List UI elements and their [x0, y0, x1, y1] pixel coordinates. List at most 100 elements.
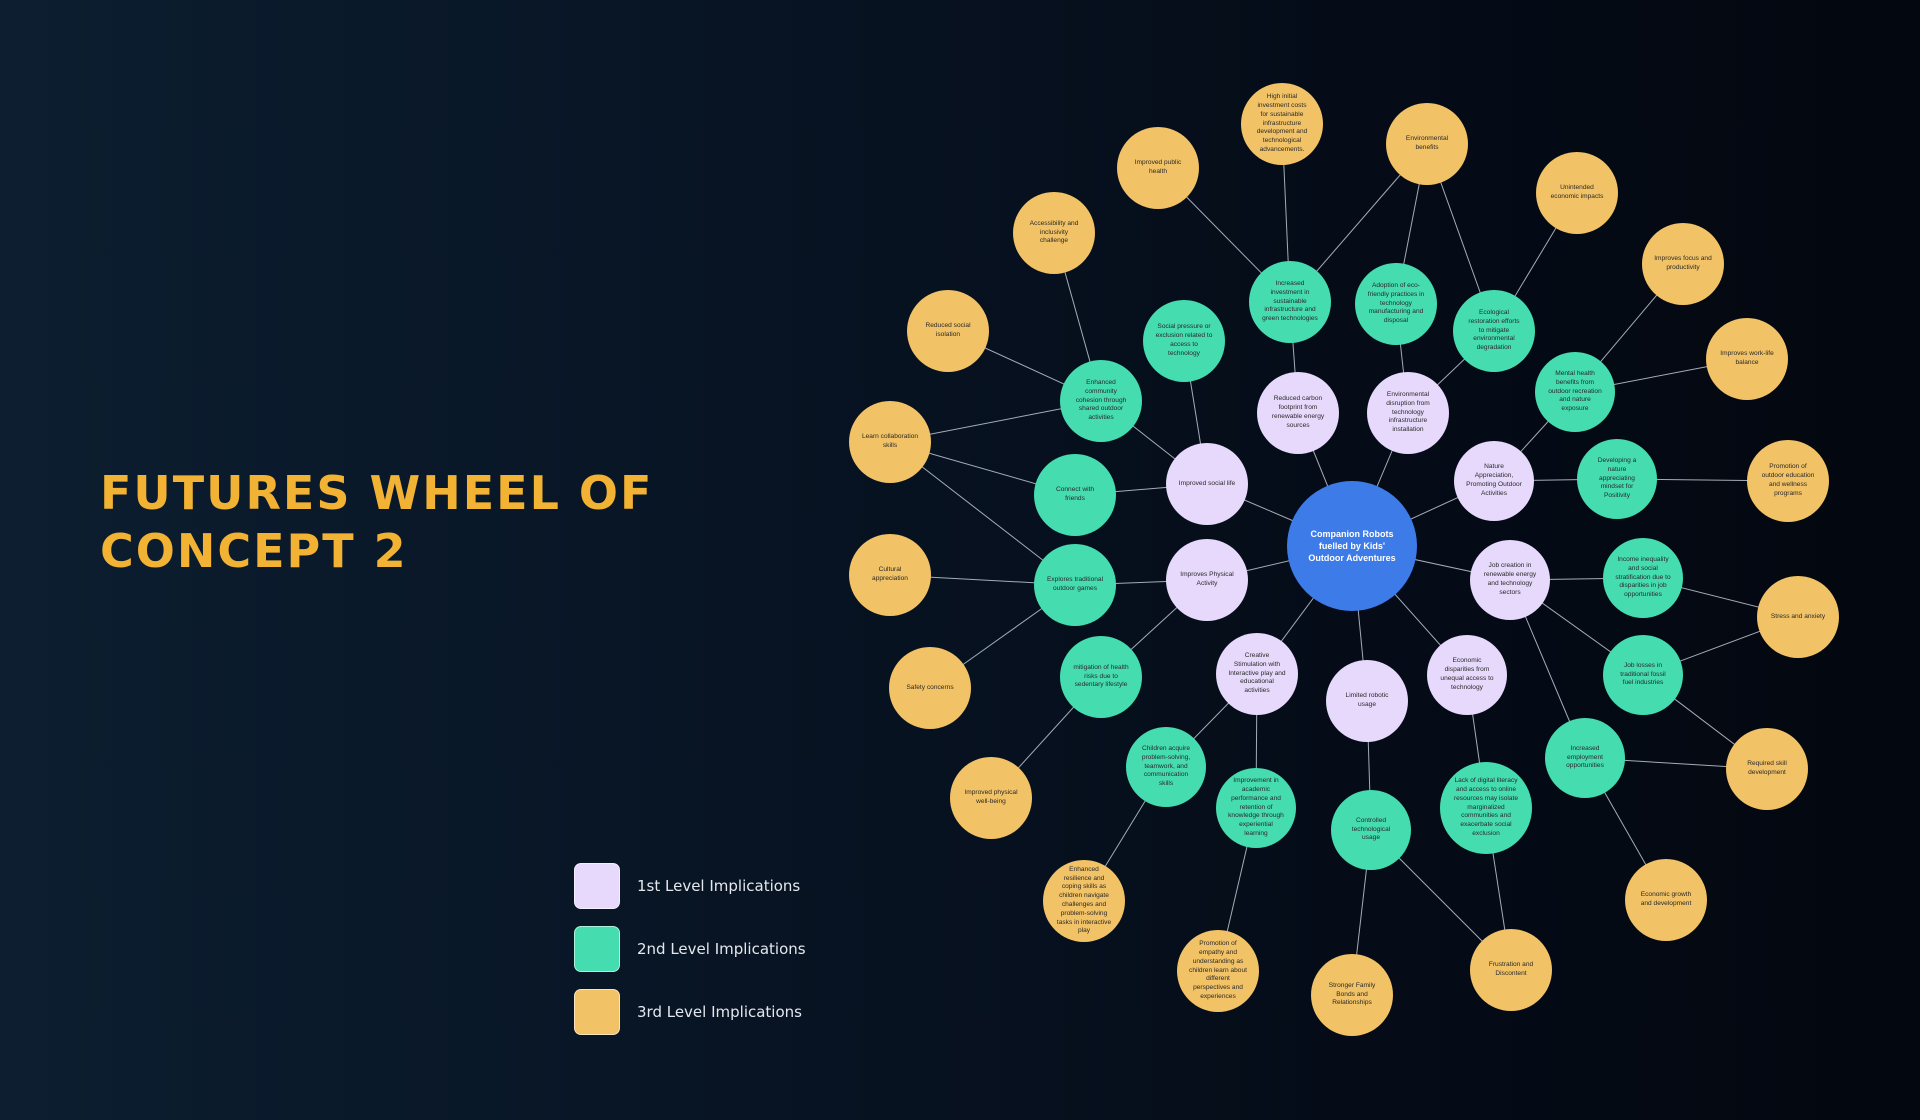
level-3-node-t15: Safety concerns — [889, 647, 971, 729]
node-label: Job losses in traditional fossil fuel in… — [1620, 661, 1666, 687]
level-2-node-s9: Lack of digital literacy and access to o… — [1440, 762, 1532, 854]
node-label: Stress and anxiety — [1770, 612, 1826, 620]
level-3-node-t4: Improves focus and productivity — [1642, 223, 1724, 305]
node-label: Safety concerns — [906, 683, 954, 691]
node-label: Mental health benefits from outdoor recr… — [1548, 370, 1602, 413]
level-1-node-f3: Nature Appreciation, Promoting Outdoor A… — [1454, 441, 1534, 521]
level-3-node-t1: High initial investment costs for sustai… — [1241, 83, 1323, 165]
level-2-node-s11: Improvement in academic performance and … — [1216, 768, 1296, 848]
node-label: Accessibility and inclusivity challenge — [1029, 219, 1079, 245]
node-label: mitigation of health risks due to sedent… — [1073, 663, 1129, 689]
level-3-node-t17: Learn collaboration skills — [849, 401, 931, 483]
node-label: Improves work-life balance — [1720, 350, 1774, 366]
level-1-node-f2: Environmental disruption from technology… — [1367, 372, 1449, 454]
level-2-node-s7: Job losses in traditional fossil fuel in… — [1603, 635, 1683, 715]
level-2-node-s1: Increased investment in sustainable infr… — [1249, 261, 1331, 343]
legend-swatch-level-3 — [574, 989, 620, 1035]
node-label: Economic growth and development — [1640, 891, 1692, 907]
node-label: Social pressure or exclusion related to … — [1155, 323, 1213, 357]
level-2-node-s16: Enhanced community cohesion through shar… — [1060, 360, 1142, 442]
level-2-node-s14: Explores traditional outdoor games — [1034, 544, 1116, 626]
node-label: Children acquire problem-solving, teamwo… — [1141, 745, 1191, 788]
node-label: Required skill development — [1747, 760, 1787, 776]
node-label: Increased employment opportunities — [1566, 744, 1604, 770]
legend-label-level-1: 1st Level Implications — [637, 877, 801, 895]
level-3-node-t2: Environmental benefits — [1386, 103, 1468, 185]
legend-swatch-level-2 — [574, 926, 620, 972]
node-label: Limited robotic usage — [1345, 692, 1389, 708]
node-label: Improvement in academic performance and … — [1228, 777, 1284, 837]
node-label: Promotion of empathy and understanding a… — [1189, 940, 1247, 1000]
level-3-node-t16: Cultural appreciation — [849, 534, 931, 616]
level-3-node-t5: Improves work-life balance — [1706, 318, 1788, 400]
node-label: Improved social life — [1178, 479, 1236, 487]
node-label: Frustration and Discontent — [1488, 961, 1534, 977]
node-label: Reduced social isolation — [925, 322, 971, 338]
node-label: Environmental disruption from technology… — [1386, 391, 1430, 434]
level-2-node-s15: Connect with friends — [1034, 454, 1116, 536]
node-label: Lack of digital literacy and access to o… — [1453, 777, 1519, 837]
node-label: Stronger Family Bonds and Relationships — [1328, 981, 1376, 1007]
level-2-node-s17: Social pressure or exclusion related to … — [1143, 300, 1225, 382]
page-title: FUTURES WHEEL OF CONCEPT 2 — [100, 466, 654, 578]
node-label: Improved physical well-being — [964, 789, 1018, 805]
level-3-node-t18: Reduced social isolation — [907, 290, 989, 372]
node-label: Job creation in renewable energy and tec… — [1483, 562, 1537, 596]
level-1-node-f1: Reduced carbon footprint from renewable … — [1257, 372, 1339, 454]
level-1-node-f8: Improves Physical Activity — [1166, 539, 1248, 621]
level-2-node-s4: Mental health benefits from outdoor recr… — [1535, 352, 1615, 432]
node-label: Economic disparities from unequal access… — [1440, 657, 1494, 691]
level-3-node-t8: Required skill development — [1726, 728, 1808, 810]
node-label: Developing a nature appreciating mindset… — [1597, 457, 1637, 500]
node-label: Companion Robots fuelled by Kids' Outdoo… — [1308, 529, 1396, 563]
level-2-node-s12: Children acquire problem-solving, teamwo… — [1126, 727, 1206, 807]
node-label: High initial investment costs for sustai… — [1256, 93, 1308, 153]
level-3-node-t9: Economic growth and development — [1625, 859, 1707, 941]
level-1-node-f7: Creative Stimulation with Interactive pl… — [1216, 633, 1298, 715]
level-3-node-t12: Promotion of empathy and understanding a… — [1177, 930, 1259, 1012]
node-label: Improved public health — [1134, 159, 1182, 175]
node-label: Enhanced community cohesion through shar… — [1075, 379, 1127, 422]
node-label: Explores traditional outdoor games — [1046, 576, 1104, 592]
node-label: Reduced carbon footprint from renewable … — [1271, 395, 1325, 429]
node-label: Nature Appreciation, Promoting Outdoor A… — [1466, 463, 1522, 497]
node-label: Improves Physical Activity — [1180, 571, 1234, 587]
node-label: Promotion of outdoor education and welln… — [1761, 463, 1815, 497]
node-label: Creative Stimulation with Interactive pl… — [1228, 652, 1286, 695]
legend-item-level-2: 2nd Level Implications — [574, 925, 806, 973]
legend-swatch-level-1 — [574, 863, 620, 909]
level-3-node-t7: Stress and anxiety — [1757, 576, 1839, 658]
level-2-node-s13: mitigation of health risks due to sedent… — [1060, 636, 1142, 718]
level-3-node-t10: Frustration and Discontent — [1470, 929, 1552, 1011]
legend: 1st Level Implications 2nd Level Implica… — [574, 862, 806, 1051]
level-1-node-f6: Limited robotic usage — [1326, 660, 1408, 742]
node-label: Learn collaboration skills — [861, 433, 919, 449]
node-label: Income inequality and social stratificat… — [1615, 556, 1671, 599]
node-label: Cultural appreciation — [872, 566, 908, 582]
level-3-node-t3: Unintended economic impacts — [1536, 152, 1618, 234]
level-3-node-t6: Promotion of outdoor education and welln… — [1747, 440, 1829, 522]
node-label: Improves focus and productivity — [1654, 255, 1712, 271]
node-label: Unintended economic impacts — [1550, 184, 1604, 200]
level-1-node-f4: Job creation in renewable energy and tec… — [1470, 540, 1550, 620]
node-label: Environmental benefits — [1405, 135, 1449, 151]
level-2-node-s10: Controlled technological usage — [1331, 790, 1411, 870]
central-node: Companion Robots fuelled by Kids' Outdoo… — [1287, 481, 1417, 611]
level-3-node-t13: Enhanced resilience and coping skills as… — [1043, 860, 1125, 942]
level-3-node-t11: Stronger Family Bonds and Relationships — [1311, 954, 1393, 1036]
legend-item-level-3: 3rd Level Implications — [574, 988, 806, 1036]
node-label: Enhanced resilience and coping skills as… — [1056, 865, 1112, 935]
level-3-node-t19: Accessibility and inclusivity challenge — [1013, 192, 1095, 274]
level-2-node-s2: Adoption of eco-friendly practices in te… — [1355, 263, 1437, 345]
level-3-node-t14: Improved physical well-being — [950, 757, 1032, 839]
level-3-node-t20: Improved public health — [1117, 127, 1199, 209]
level-2-node-s8: Increased employment opportunities — [1545, 718, 1625, 798]
legend-item-level-1: 1st Level Implications — [574, 862, 806, 910]
legend-label-level-2: 2nd Level Implications — [637, 940, 806, 958]
level-2-node-s3: Ecological restoration efforts to mitiga… — [1453, 290, 1535, 372]
node-label: Ecological restoration efforts to mitiga… — [1468, 309, 1520, 352]
node-label: Increased investment in sustainable infr… — [1262, 280, 1318, 323]
level-1-node-f9: Improved social life — [1166, 443, 1248, 525]
node-label: Connect with friends — [1055, 486, 1095, 502]
